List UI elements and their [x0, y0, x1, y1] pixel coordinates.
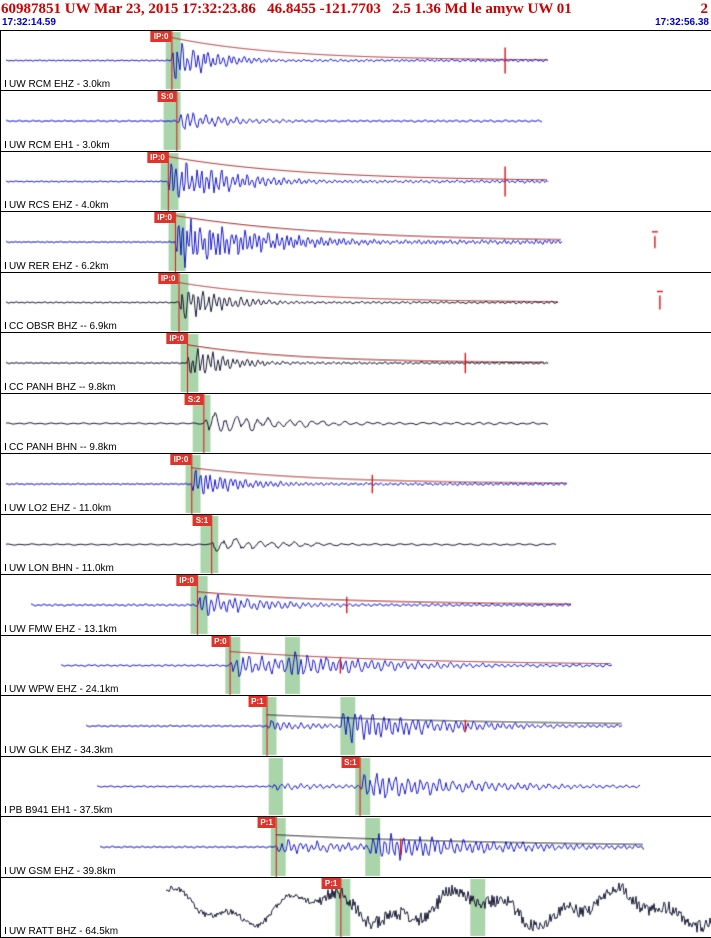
waveform-canvas[interactable]	[1, 333, 711, 393]
waveform-canvas[interactable]	[1, 635, 711, 696]
pick-flag[interactable]: S:0	[157, 91, 177, 103]
pick-flag[interactable]: IP:0	[154, 212, 175, 224]
station-label: UW GSM EHZ - 39.8km	[5, 866, 116, 877]
pick-flag[interactable]: IP:0	[147, 151, 168, 163]
waveform-canvas[interactable]	[1, 31, 711, 91]
trace-panel-6: IP:0 CC PANH BHZ -- 9.8km	[1, 333, 711, 394]
pick-flag[interactable]: S:2	[184, 393, 204, 405]
trace-panel-12: P:1 UW GLK EHZ - 34.3km	[1, 696, 711, 757]
trace-panel-9: S:1 UW LON BHN - 11.0km	[1, 514, 711, 576]
pick-flag[interactable]: IP:0	[166, 333, 188, 345]
pick-flag[interactable]: IP:0	[170, 454, 192, 466]
page-number: 2	[700, 1, 709, 17]
station-label: UW RER EHZ - 6.2km	[5, 261, 108, 272]
station-label: UW RCM EH1 - 3.0km	[5, 140, 110, 151]
station-label: CC OBSR BHZ -- 6.9km	[5, 321, 117, 332]
pick-flag[interactable]: S:1	[341, 756, 360, 768]
trace-panel-13: S:1 PB B941 EH1 - 37.5km	[1, 756, 711, 818]
trace-panel-2: S:0 UW RCM EH1 - 3.0km	[1, 91, 711, 152]
station-label: UW GLK EHZ - 34.3km	[5, 745, 113, 756]
station-label: PB B941 EH1 - 37.5km	[5, 805, 112, 816]
waveform-canvas[interactable]	[1, 91, 711, 151]
pick-flag[interactable]: IP:0	[176, 575, 197, 587]
trace-panel-11: P:0 UW WPW EHZ - 24.1km	[1, 635, 711, 697]
time-axis: 17:32:14.59 17:32:56.38	[0, 17, 711, 30]
pick-flag[interactable]: S:1	[192, 514, 212, 526]
trace-panel-14: P:1 UW GSM EHZ - 39.8km	[1, 817, 711, 878]
station-label: UW LO2 EHZ - 11.0km	[5, 503, 111, 514]
waveform-canvas[interactable]	[1, 151, 711, 212]
trace-panel-3: IP:0 UW RCS EHZ - 4.0km	[1, 151, 711, 213]
waveform-canvas[interactable]	[1, 393, 711, 454]
station-label: UW LON BHN - 11.0km	[5, 563, 114, 574]
station-label: UW WPW EHZ - 24.1km	[5, 684, 118, 695]
trace-panel-7: S:2 CC PANH BHN -- 9.8km	[1, 393, 711, 455]
window-end-time: 17:32:56.38	[655, 17, 709, 28]
trace-panel-10: IP:0 UW FMW EHZ - 13.1km	[1, 575, 711, 636]
event-header: 60987851 UW Mar 23, 2015 17:32:23.86 46.…	[0, 0, 711, 17]
pick-flag[interactable]: P:0	[211, 635, 230, 647]
pick-flag[interactable]: IP:0	[157, 272, 179, 284]
pick-flag[interactable]: IP:0	[150, 31, 172, 42]
station-label: UW RATT BHZ - 64.5km	[5, 926, 118, 937]
station-label: CC PANH BHN -- 9.8km	[5, 442, 117, 453]
waveform-canvas[interactable]	[1, 212, 711, 272]
station-label: UW FMW EHZ - 13.1km	[5, 624, 117, 635]
station-label: UW RCS EHZ - 4.0km	[5, 200, 108, 211]
window-start-time: 17:32:14.59	[2, 17, 56, 28]
waveform-canvas[interactable]	[1, 454, 711, 514]
trace-list: IP:0 UW RCM EHZ - 3.0km S:0 UW RCM EH1 -…	[0, 30, 711, 938]
trace-panel-15: P:1 UW RATT BHZ - 64.5km	[1, 877, 711, 938]
trace-panel-8: IP:0 UW LO2 EHZ - 11.0km	[1, 454, 711, 515]
trace-panel-4: IP:0 UW RER EHZ - 6.2km	[1, 212, 711, 273]
trace-panel-1: IP:0 UW RCM EHZ - 3.0km	[1, 31, 711, 92]
waveform-canvas[interactable]	[1, 575, 711, 635]
station-label: UW RCM EHZ - 3.0km	[5, 79, 110, 90]
pick-flag[interactable]: P:1	[321, 877, 341, 889]
waveform-canvas[interactable]	[1, 514, 711, 575]
waveform-canvas[interactable]	[1, 272, 711, 333]
waveform-canvas[interactable]	[1, 817, 711, 877]
trace-panel-5: IP:0 CC OBSR BHZ -- 6.9km	[1, 272, 711, 334]
pick-flag[interactable]: P:1	[248, 696, 267, 708]
event-summary: 60987851 UW Mar 23, 2015 17:32:23.86 46.…	[1, 1, 572, 17]
station-label: CC PANH BHZ -- 9.8km	[5, 382, 116, 393]
waveform-canvas[interactable]	[1, 696, 711, 756]
pick-flag[interactable]: P:1	[257, 817, 276, 829]
waveform-canvas[interactable]	[1, 877, 711, 938]
